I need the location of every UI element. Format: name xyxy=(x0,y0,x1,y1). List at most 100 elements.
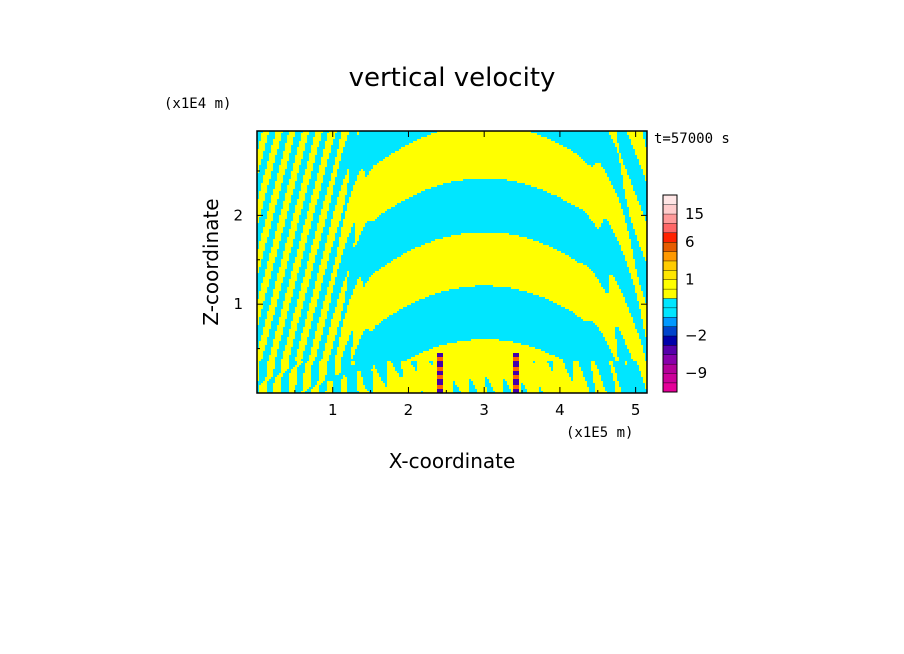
field-cell xyxy=(613,135,616,138)
field-cell xyxy=(467,141,470,144)
field-cell xyxy=(341,177,344,180)
field-cell xyxy=(473,133,476,136)
field-cell xyxy=(323,181,326,184)
field-cell xyxy=(537,179,540,182)
field-cell xyxy=(469,157,472,160)
field-cell xyxy=(265,157,268,160)
field-cell xyxy=(641,169,644,172)
field-cell xyxy=(393,179,396,182)
field-cell xyxy=(585,133,588,136)
field-cell xyxy=(291,137,294,140)
field-cell xyxy=(351,151,354,154)
field-cell xyxy=(289,165,292,168)
field-cell xyxy=(593,163,596,166)
field-cell xyxy=(491,179,494,182)
field-cell xyxy=(403,141,406,144)
field-cell xyxy=(519,151,522,154)
field-cell xyxy=(597,167,600,170)
field-cell xyxy=(629,155,632,158)
field-cell xyxy=(561,151,564,154)
field-cell xyxy=(555,133,558,136)
field-cell xyxy=(445,139,448,142)
field-cell xyxy=(409,169,412,172)
field-cell xyxy=(441,181,444,184)
field-cell xyxy=(595,169,598,172)
field-cell xyxy=(633,177,636,180)
field-cell xyxy=(493,171,496,174)
field-cell xyxy=(541,141,544,144)
field-cell xyxy=(485,147,488,150)
field-cell xyxy=(623,159,626,162)
field-cell xyxy=(371,179,374,182)
field-cell xyxy=(349,177,352,180)
field-cell xyxy=(359,139,362,142)
field-cell xyxy=(355,163,358,166)
field-cell xyxy=(313,151,316,154)
field-cell xyxy=(611,175,614,178)
field-cell xyxy=(315,179,318,182)
field-cell xyxy=(579,159,582,162)
field-cell xyxy=(439,161,442,164)
field-cell xyxy=(477,155,480,158)
field-cell xyxy=(637,169,640,172)
field-cell xyxy=(643,159,646,162)
field-cell xyxy=(525,171,528,174)
field-cell xyxy=(453,175,456,178)
field-cell xyxy=(545,175,548,178)
field-cell xyxy=(461,173,464,176)
field-cell xyxy=(615,163,618,166)
field-cell xyxy=(381,145,384,148)
field-cell xyxy=(617,175,620,178)
field-cell xyxy=(407,151,410,154)
field-cell xyxy=(479,167,482,170)
field-cell xyxy=(457,175,460,178)
field-cell xyxy=(489,179,492,182)
field-cell xyxy=(365,159,368,162)
field-cell xyxy=(549,171,552,174)
field-cell xyxy=(303,171,306,174)
field-cell xyxy=(573,171,576,174)
field-cell xyxy=(553,179,556,182)
field-cell xyxy=(359,169,362,172)
field-cell xyxy=(331,165,334,168)
field-cell xyxy=(285,163,288,166)
field-cell xyxy=(621,131,624,134)
field-cell xyxy=(315,171,318,174)
field-cell xyxy=(287,173,290,176)
field-cell xyxy=(543,165,546,168)
field-cell xyxy=(341,149,344,152)
field-cell xyxy=(443,179,446,182)
field-cell xyxy=(399,135,402,138)
field-cell xyxy=(517,153,520,156)
field-cell xyxy=(293,143,296,146)
field-cell xyxy=(299,163,302,166)
field-cell xyxy=(639,139,642,142)
field-cell xyxy=(557,139,560,142)
field-cell xyxy=(571,147,574,150)
field-cell xyxy=(439,159,442,162)
field-cell xyxy=(471,181,474,184)
field-cell xyxy=(361,155,364,158)
field-cell xyxy=(391,175,394,178)
field-cell xyxy=(267,173,270,176)
field-cell xyxy=(465,143,468,146)
field-cell xyxy=(621,143,624,146)
field-cell xyxy=(379,131,382,134)
field-cell xyxy=(351,135,354,138)
field-cell xyxy=(631,159,634,162)
field-cell xyxy=(537,139,540,142)
field-cell xyxy=(517,143,520,146)
field-cell xyxy=(573,157,576,160)
field-cell xyxy=(623,149,626,152)
field-cell xyxy=(387,175,390,178)
field-cell xyxy=(429,133,432,136)
field-cell xyxy=(431,157,434,160)
field-cell xyxy=(429,145,432,148)
field-cell xyxy=(307,175,310,178)
field-cell xyxy=(507,141,510,144)
field-cell xyxy=(287,155,290,158)
field-cell xyxy=(289,149,292,152)
field-cell xyxy=(357,169,360,172)
field-cell xyxy=(585,167,588,170)
field-cell xyxy=(305,179,308,182)
